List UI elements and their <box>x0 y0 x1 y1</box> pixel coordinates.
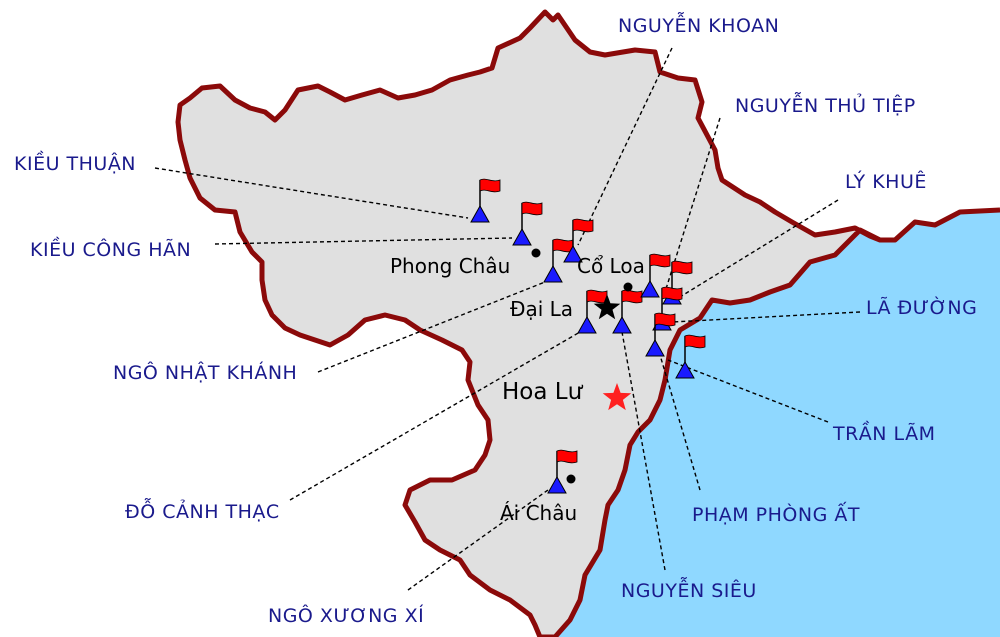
co-loa-label: Cổ Loa <box>577 254 645 278</box>
leader-kieu-cong-han <box>214 237 513 245</box>
blue-triangle-icon <box>577 315 597 334</box>
leader-nguyen-sieu <box>621 331 666 571</box>
lord-marker-do-canh-thac <box>577 289 608 334</box>
phong-chau-label: Phong Châu <box>390 254 510 278</box>
leader-ngo-xuong-xi <box>407 489 549 591</box>
blue-triangle-icon <box>547 475 567 494</box>
phong-chau-dot-icon <box>531 248 541 258</box>
northeast-coast <box>880 207 1000 243</box>
red-flag-icon <box>572 218 594 233</box>
red-flag-icon <box>479 178 501 193</box>
lord-markers <box>470 178 706 494</box>
blue-triangle-icon <box>640 279 660 298</box>
leader-pham-phong-at <box>659 354 701 491</box>
red-flag-icon <box>654 312 676 327</box>
lord-label-pham-phong-at: PHẠM PHÒNG ẤT <box>692 501 860 526</box>
hoa-lu-star-icon <box>602 383 632 411</box>
lord-label-nguyen-thu-tiep: NGUYỄN THỦ TIỆP <box>735 91 916 117</box>
leader-kieu-thuan <box>154 167 469 219</box>
leader-ngo-nhat-khanh <box>317 281 546 373</box>
lord-label-kieu-cong-han: KIỀU CÔNG HÃN <box>30 236 191 261</box>
red-flag-icon <box>649 253 671 268</box>
red-flag-icon <box>621 289 643 304</box>
lord-label-ngo-xuong-xi: NGÔ XƯƠNG XÍ <box>268 603 424 627</box>
ai-chau-dot-icon <box>566 474 576 484</box>
blue-triangle-icon <box>543 264 563 283</box>
lord-label-do-canh-thac: ĐỖ CẢNH THẠC <box>125 497 280 523</box>
blue-triangle-icon <box>675 360 695 379</box>
lord-label-ngo-nhat-khanh: NGÔ NHẬT KHÁNH <box>113 360 297 384</box>
lord-label-la-duong: LÃ ĐƯỜNG <box>866 295 977 319</box>
lord-marker-ngo-nhat-khanh <box>543 238 574 283</box>
lord-label-tran-lam: TRẦN LÃM <box>832 420 935 445</box>
red-flag-icon <box>586 289 608 304</box>
sea-area <box>555 210 1000 637</box>
blue-triangle-icon <box>470 204 490 223</box>
blue-triangle-icon <box>512 227 532 246</box>
red-flag-icon <box>556 449 578 464</box>
lord-label-ly-khue: LÝ KHUÊ <box>845 170 927 193</box>
leader-ly-khue <box>674 199 839 301</box>
lord-label-kieu-thuan: KIỀU THUẬN <box>14 150 136 175</box>
dai-la-label: Đại La <box>510 297 573 321</box>
blue-triangle-icon <box>612 315 632 334</box>
red-flag-icon <box>671 260 693 275</box>
blue-triangle-icon <box>645 338 665 357</box>
ai-chau-label: Ái Châu <box>500 501 577 525</box>
leader-tran-lam <box>667 359 829 423</box>
red-flag-icon <box>521 201 543 216</box>
lord-marker-pham-phong-at <box>645 312 676 357</box>
dai-la-star-icon <box>593 294 621 320</box>
lord-marker-nguyen-thu-tiep <box>640 253 671 298</box>
lord-label-nguyen-khoan: NGUYỄN KHOAN <box>618 11 779 37</box>
red-flag-icon <box>552 238 574 253</box>
leader-la-duong <box>671 311 861 323</box>
blue-triangle-icon <box>563 244 583 263</box>
lord-marker-nguyen-khoan <box>563 218 594 263</box>
lord-label-nguyen-sieu: NGUYỄN SIÊU <box>621 576 757 602</box>
leader-nguyen-thu-tiep <box>664 117 721 293</box>
lord-marker-tran-lam <box>675 334 706 379</box>
red-flag-icon <box>661 286 683 301</box>
hoa-lu-label: Hoa Lư <box>502 379 584 405</box>
red-flag-icon <box>684 334 706 349</box>
co-loa-dot-icon <box>623 282 633 292</box>
lord-marker-kieu-thuan <box>470 178 501 223</box>
lord-marker-kieu-cong-han <box>512 201 543 246</box>
leader-lines <box>154 47 861 591</box>
leader-nguyen-khoan <box>577 47 673 246</box>
lord-marker-ngo-xuong-xi <box>547 449 578 494</box>
